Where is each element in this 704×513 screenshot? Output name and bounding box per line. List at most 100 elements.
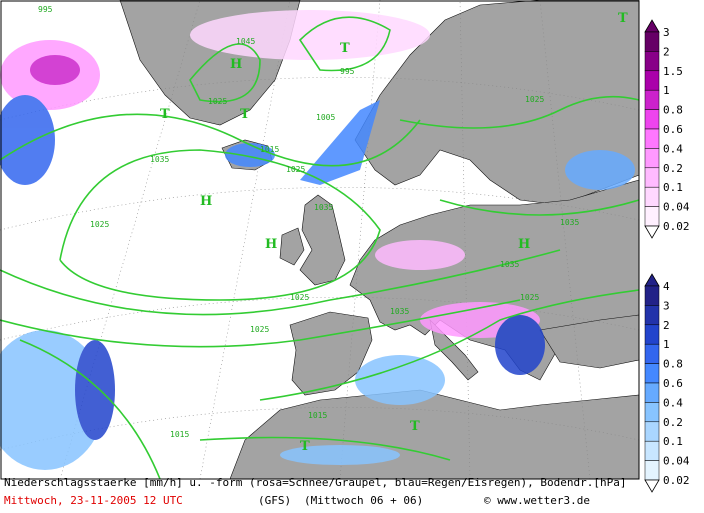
rain-area bbox=[280, 445, 400, 465]
isobars bbox=[0, 16, 640, 480]
legend-arrow bbox=[644, 225, 660, 239]
isobar-label: 1035 bbox=[500, 260, 519, 269]
isobar bbox=[0, 249, 561, 316]
isobar-label: 1045 bbox=[236, 37, 255, 46]
caption-run: (Mittwoch 06 + 06) bbox=[304, 494, 423, 507]
legend-swatch bbox=[644, 343, 660, 364]
isobar bbox=[298, 16, 391, 72]
isobar-label: 1025 bbox=[290, 293, 309, 302]
isobar-label: 1035 bbox=[314, 203, 333, 212]
ireland bbox=[279, 227, 305, 266]
rain-area bbox=[355, 355, 445, 405]
caption-model: (GFS) bbox=[258, 494, 291, 507]
legend-label: 0.8 bbox=[663, 358, 683, 371]
isobar-label: 1015 bbox=[308, 411, 327, 420]
isobar-label: 1035 bbox=[150, 155, 169, 164]
iberia bbox=[289, 311, 373, 396]
isobar bbox=[259, 289, 640, 401]
pressure-center: T bbox=[240, 107, 250, 122]
legend-swatch bbox=[644, 167, 660, 188]
isobar-label: 1005 bbox=[316, 113, 335, 122]
isobar-label: 1025 bbox=[286, 165, 305, 174]
legend-label: 2 bbox=[663, 45, 670, 58]
legend-swatch bbox=[644, 51, 660, 72]
isobar bbox=[439, 199, 640, 216]
isobar-label: 1025 bbox=[250, 325, 269, 334]
isobar-label: 1035 bbox=[560, 218, 579, 227]
snow-area bbox=[375, 240, 465, 270]
map-frame bbox=[0, 0, 640, 480]
legend: 3 2 1.5 1 0.8 0.6 0.4 0.2 0.1 0.04 0.02 4 3 2 1 0.8 0.6 0… bbox=[644, 19, 690, 493]
caption-line: Niederschlagsstaerke [mm/h] u. -form (ro… bbox=[4, 476, 627, 489]
pressure-center: H bbox=[230, 57, 242, 72]
rain-area bbox=[75, 340, 115, 440]
italy bbox=[429, 319, 479, 381]
isobar-label: 1025 bbox=[208, 97, 227, 106]
legend-label: 1 bbox=[663, 84, 670, 97]
isobar bbox=[399, 95, 640, 129]
legend-label: 1.5 bbox=[663, 65, 683, 78]
pressure-center: H bbox=[200, 194, 212, 209]
legend-label: 0.2 bbox=[663, 162, 683, 175]
isobar-label: 1015 bbox=[260, 145, 279, 154]
legend-label: 3 bbox=[663, 26, 670, 39]
caption-date: Mittwoch, 23-11-2005 12 UTC bbox=[4, 494, 183, 507]
legend-swatch bbox=[644, 382, 660, 403]
legend-label: 0.6 bbox=[663, 377, 683, 390]
isobar bbox=[0, 113, 421, 167]
legend-swatch bbox=[644, 70, 660, 91]
snow-area bbox=[190, 10, 430, 60]
snow-area bbox=[30, 55, 80, 85]
legend-arrow bbox=[644, 479, 660, 493]
rain-area bbox=[495, 315, 545, 375]
map bbox=[0, 0, 640, 480]
isobar-label: 1025 bbox=[520, 293, 539, 302]
isobar-label: 1015 bbox=[170, 430, 189, 439]
isobar bbox=[59, 149, 381, 301]
pressure-center: H bbox=[265, 237, 277, 252]
legend-swatch bbox=[644, 305, 660, 326]
legend-label: 0.4 bbox=[663, 142, 683, 155]
isobar bbox=[0, 299, 521, 348]
legend-label: 0.1 bbox=[663, 435, 683, 448]
legend-swatch bbox=[644, 186, 660, 207]
isobar bbox=[19, 339, 161, 480]
legend-label: 3 bbox=[663, 299, 670, 312]
isobar-label: 1025 bbox=[90, 220, 109, 229]
legend-label: 0.04 bbox=[663, 455, 690, 468]
rain-area bbox=[565, 150, 635, 190]
legend-label: 2 bbox=[663, 319, 670, 332]
legend-swatch bbox=[644, 460, 660, 481]
isobar-label: 995 bbox=[38, 5, 53, 14]
pressure-center: H bbox=[518, 237, 530, 252]
isobar bbox=[199, 436, 451, 461]
legend-swatch bbox=[644, 89, 660, 110]
legend-swatch bbox=[644, 363, 660, 384]
rain-area bbox=[225, 143, 275, 167]
pressure-center: T bbox=[340, 41, 350, 56]
legend-label: 0.2 bbox=[663, 416, 683, 429]
legend-label: 4 bbox=[663, 280, 670, 293]
legend-swatch bbox=[644, 440, 660, 461]
legend-swatch bbox=[644, 148, 660, 169]
legend-label: 0.02 bbox=[663, 220, 690, 233]
legend-label: 0.6 bbox=[663, 123, 683, 136]
pressure-center: T bbox=[618, 11, 628, 26]
legend-swatch bbox=[644, 31, 660, 52]
rain-area bbox=[300, 100, 380, 185]
legend-label: 0.4 bbox=[663, 396, 683, 409]
legend-swatch bbox=[644, 206, 660, 227]
legend-label: 1 bbox=[663, 338, 670, 351]
pressure-center: T bbox=[160, 107, 170, 122]
pressure-center: T bbox=[410, 419, 420, 434]
legend-label: 0.02 bbox=[663, 474, 690, 487]
pressure-center: T bbox=[300, 439, 310, 454]
isobar-label: 995 bbox=[340, 67, 355, 76]
legend-swatch bbox=[644, 109, 660, 130]
caption-credit: © www.wetter3.de bbox=[484, 494, 590, 507]
legend-swatch bbox=[644, 128, 660, 149]
isobar bbox=[189, 43, 261, 103]
legend-swatch bbox=[644, 285, 660, 306]
legend-label: 0.8 bbox=[663, 104, 683, 117]
